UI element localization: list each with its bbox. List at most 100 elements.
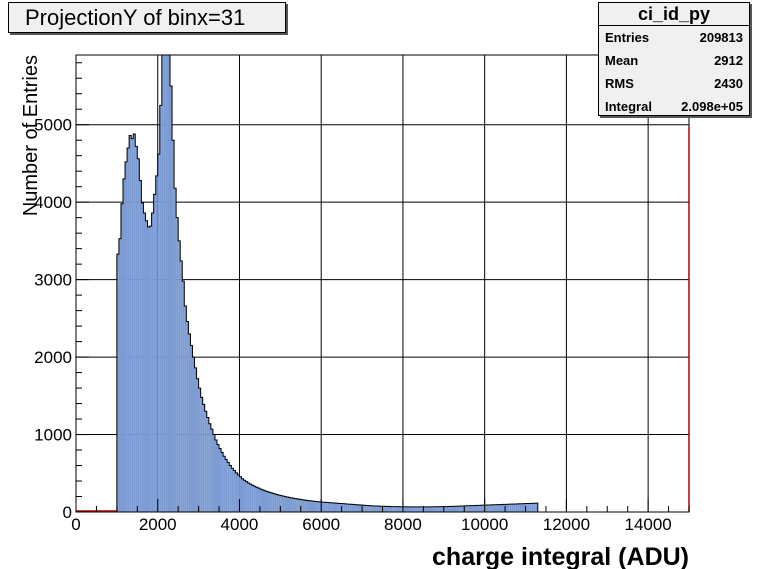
y-tick-label: 1000: [34, 426, 72, 445]
histogram-bar: [343, 503, 346, 512]
histogram-bar: [122, 178, 126, 513]
histogram-bar: [243, 480, 246, 512]
histogram-bar: [268, 492, 271, 512]
histogram-bar: [278, 495, 281, 512]
stats-box: ci_id_py Entries 209813 Mean 2912 RMS 24…: [598, 2, 750, 116]
histogram-bar: [529, 503, 532, 512]
histogram-bar: [212, 434, 215, 512]
histogram-bar: [194, 367, 197, 512]
y-axis-title: Number of Entries: [20, 55, 42, 216]
histogram-bar: [462, 505, 465, 512]
histogram-bar: [470, 505, 473, 512]
histogram-bar: [464, 505, 467, 512]
histogram-bar: [302, 499, 305, 512]
y-tick-label: 5000: [34, 116, 72, 135]
y-tick-label: 4000: [34, 193, 72, 212]
histogram-bar: [484, 505, 487, 512]
histogram-title: ProjectionY of binx=31: [8, 2, 286, 33]
x-tick-label: 4000: [221, 515, 259, 534]
stats-label: Mean: [605, 53, 639, 68]
histogram-bar: [454, 506, 457, 512]
histogram-bar: [451, 506, 455, 512]
histogram-bar: [292, 498, 295, 512]
histogram-bar: [204, 411, 207, 512]
histogram-bar: [366, 505, 369, 512]
histogram-bar: [153, 194, 156, 513]
histogram-bar: [360, 505, 363, 512]
histogram-bar: [176, 217, 179, 512]
histogram-bar: [196, 378, 199, 512]
histogram-bar: [137, 158, 140, 512]
histogram-bar: [353, 504, 356, 512]
histogram-bar: [333, 503, 336, 512]
histogram-bar: [151, 213, 154, 513]
histogram-bar: [223, 456, 226, 512]
histogram-bar: [431, 506, 434, 512]
histogram-bar: [441, 506, 444, 512]
histogram-bar: [178, 240, 181, 512]
histogram-bar: [216, 444, 220, 512]
histogram-bar: [198, 388, 201, 512]
y-tick-label: 3000: [34, 271, 72, 290]
histogram-bar: [143, 213, 146, 513]
histogram-bar: [188, 333, 191, 512]
histogram-bar: [125, 161, 128, 512]
x-tick-label: 10000: [461, 515, 508, 534]
histogram-bar: [380, 506, 383, 512]
histogram-bar: [323, 502, 326, 512]
stats-row-rms: RMS 2430: [599, 72, 749, 95]
histogram-bar: [192, 357, 195, 512]
histogram-bar: [404, 506, 408, 512]
histogram-bar: [519, 503, 522, 512]
histogram-bar: [482, 505, 485, 512]
histogram-bar: [127, 147, 130, 512]
histogram-bar: [247, 482, 250, 512]
stats-value: 2430: [714, 76, 743, 91]
histogram-bar: [517, 503, 520, 512]
histogram-bar: [219, 448, 222, 512]
histogram-bar: [435, 506, 438, 512]
histogram-bar: [503, 504, 506, 512]
histogram-bar: [368, 505, 371, 512]
histogram-bar: [202, 404, 205, 512]
histogram-bar: [347, 504, 350, 512]
histogram-bar: [321, 502, 324, 512]
histogram-bar: [245, 481, 248, 512]
stats-row-integral: Integral 2.098e+05: [599, 95, 749, 118]
x-tick-label: 8000: [384, 515, 422, 534]
histogram-bar: [394, 506, 397, 512]
histogram-bar: [402, 506, 405, 512]
histogram-bar: [270, 492, 273, 512]
histogram-bar: [165, 55, 168, 512]
histogram-bar: [492, 504, 495, 512]
histogram-bar: [335, 503, 338, 512]
histogram-bar: [135, 146, 138, 512]
histogram-bar: [386, 506, 389, 512]
histogram-bar: [509, 504, 512, 512]
histogram-bar: [227, 462, 230, 512]
histogram-bar: [225, 459, 228, 512]
histogram-bar: [257, 488, 260, 512]
stats-value: 2.098e+05: [681, 99, 743, 114]
histogram-bar: [296, 498, 299, 512]
histogram-bar: [239, 476, 242, 512]
histogram-bar: [468, 505, 471, 512]
stats-value: 2912: [714, 53, 743, 68]
histogram-bar: [456, 506, 459, 512]
histogram-bar: [411, 506, 414, 512]
histogram-bar: [255, 487, 258, 512]
histogram-bar: [443, 506, 446, 512]
histogram-bar: [272, 493, 275, 512]
x-axis-title: charge integral (ADU): [432, 543, 689, 569]
histogram-bar: [355, 504, 358, 512]
histogram-bar: [362, 505, 365, 512]
histogram-bar: [515, 503, 518, 512]
histogram-bar: [400, 506, 403, 512]
histogram-bar: [445, 506, 448, 512]
y-tick-label: 0: [63, 503, 72, 522]
histogram-bar: [415, 506, 418, 512]
histogram-bar: [231, 468, 234, 512]
histogram-bar: [494, 504, 497, 512]
x-tick-label: 6000: [302, 515, 340, 534]
